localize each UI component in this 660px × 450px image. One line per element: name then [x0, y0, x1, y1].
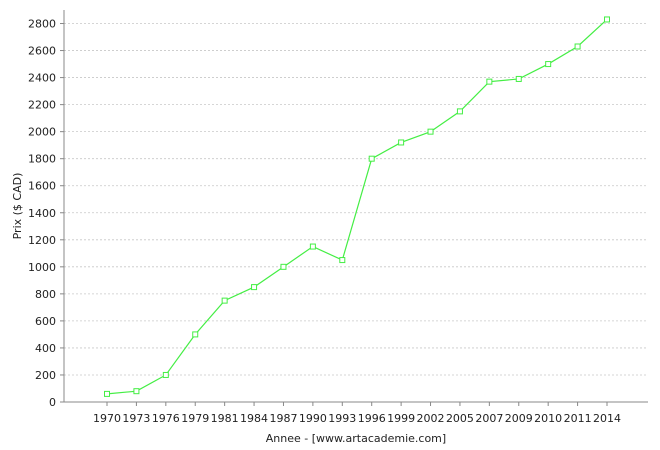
data-point — [368, 155, 375, 162]
x-axis-ticks: 1970 1973 1976 1979 1981 1984 1987 1990 1993 1996… — [93, 402, 621, 425]
data-point — [221, 297, 228, 304]
data-point — [427, 128, 434, 135]
y-tick-label: 1400 — [28, 207, 56, 220]
y-tick-label: 2400 — [28, 72, 56, 85]
y-tick-label: 200 — [35, 369, 56, 382]
x-tick-label: 2002 — [417, 412, 445, 425]
data-point — [192, 331, 199, 338]
data-point — [486, 78, 493, 85]
series-layer — [104, 16, 610, 397]
x-tick-label: 1987 — [269, 412, 297, 425]
x-tick-label: 1996 — [358, 412, 386, 425]
y-tick-label: 400 — [35, 342, 56, 355]
data-point — [251, 284, 258, 291]
x-tick-label: 2009 — [505, 412, 533, 425]
x-tick-label: 2007 — [475, 412, 503, 425]
data-point — [574, 43, 581, 50]
axes — [63, 10, 648, 403]
x-axis-label: Annee - [www.artacademie.com] — [266, 432, 446, 445]
x-tick-label: 1990 — [299, 412, 327, 425]
data-point — [398, 139, 405, 146]
y-tick-label: 1000 — [28, 261, 56, 274]
x-tick-label: 1976 — [152, 412, 180, 425]
x-tick-label: 1979 — [181, 412, 209, 425]
y-tick-label: 800 — [35, 288, 56, 301]
x-tick-label: 1984 — [240, 412, 268, 425]
data-point — [280, 263, 287, 270]
x-tick-label: 2014 — [593, 412, 621, 425]
data-point — [104, 390, 110, 397]
grid-lines — [64, 23, 648, 376]
data-point — [545, 61, 552, 68]
data-point — [515, 75, 522, 82]
data-point — [456, 108, 463, 115]
x-tick-label: 2005 — [446, 412, 474, 425]
x-tick-label: 1999 — [387, 412, 415, 425]
y-axis-ticks: 0 200 400 600 800 1000 1200 1400 1600 1800 2000 220… — [28, 18, 64, 409]
x-tick-label: 1981 — [211, 412, 239, 425]
y-tick-label: 1600 — [28, 180, 56, 193]
y-tick-label: 2600 — [28, 45, 56, 58]
y-tick-label: 1200 — [28, 234, 56, 247]
y-tick-label: 1800 — [28, 153, 56, 166]
y-axis-label: Prix ($ CAD) — [11, 173, 24, 240]
data-point — [162, 371, 169, 378]
x-tick-label: 2010 — [534, 412, 562, 425]
x-tick-label: 1993 — [328, 412, 356, 425]
data-point — [133, 388, 140, 395]
data-point — [339, 257, 346, 264]
data-point — [604, 16, 610, 23]
y-tick-label: 2200 — [28, 99, 56, 112]
y-tick-label: 0 — [49, 396, 56, 409]
y-tick-label: 2000 — [28, 126, 56, 139]
y-tick-label: 600 — [35, 315, 56, 328]
x-tick-label: 1970 — [93, 412, 121, 425]
y-tick-label: 2800 — [28, 18, 56, 31]
x-tick-label: 2011 — [564, 412, 592, 425]
series-line — [106, 19, 608, 395]
data-point — [309, 243, 316, 250]
x-tick-label: 1973 — [122, 412, 150, 425]
